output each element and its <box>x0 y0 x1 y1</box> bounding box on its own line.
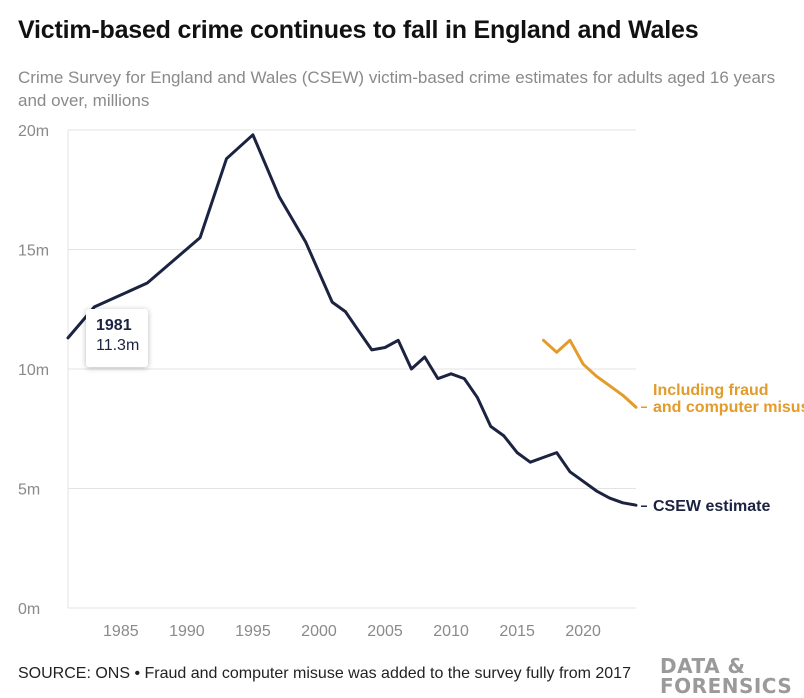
logo-line-2: FORENSICS <box>660 674 793 698</box>
x-tick-label: 2015 <box>499 623 535 640</box>
data-forensics-logo: DATA & FORENSICS <box>660 654 793 698</box>
y-tick-label: 15m <box>18 243 49 260</box>
x-tick-label: 2000 <box>301 623 337 640</box>
y-axis-ticks: 0m 5m 10m 15m 20m <box>18 123 49 618</box>
gridlines <box>67 129 636 609</box>
csew-series-label: CSEW estimate <box>653 498 770 515</box>
tooltip-1981: 1981 11.3m <box>86 309 148 367</box>
csew-estimate-line <box>66 133 638 507</box>
x-tick-label: 2020 <box>565 623 601 640</box>
x-tick-label: 2010 <box>433 623 469 640</box>
x-axis-ticks: 1985 1990 1995 2000 2005 2010 2015 2020 <box>103 623 601 640</box>
logo-line-1: DATA & <box>660 654 746 678</box>
y-tick-label: 5m <box>18 482 40 499</box>
x-tick-label: 1985 <box>103 623 139 640</box>
source-note: SOURCE: ONS • Fraud and computer misuse … <box>18 665 631 682</box>
x-tick-label: 1995 <box>235 623 271 640</box>
fraud-inclusive-line <box>542 338 638 409</box>
fraud-series-label: Including fraud and computer misuse <box>653 382 804 416</box>
tooltip-year: 1981 <box>96 317 132 334</box>
x-tick-label: 1990 <box>169 623 205 640</box>
x-tick-label: 2005 <box>367 623 403 640</box>
tooltip-value: 11.3m <box>96 337 140 354</box>
series-lines <box>66 133 638 507</box>
y-tick-label: 0m <box>18 601 40 618</box>
chart-subtitle: Crime Survey for England and Wales (CSEW… <box>18 68 776 110</box>
y-tick-label: 20m <box>18 123 49 140</box>
y-tick-label: 10m <box>18 362 49 379</box>
series-labels: CSEW estimate Including fraud and computer… <box>641 382 804 515</box>
chart-title: Victim-based crime continues to fall in … <box>18 16 699 44</box>
